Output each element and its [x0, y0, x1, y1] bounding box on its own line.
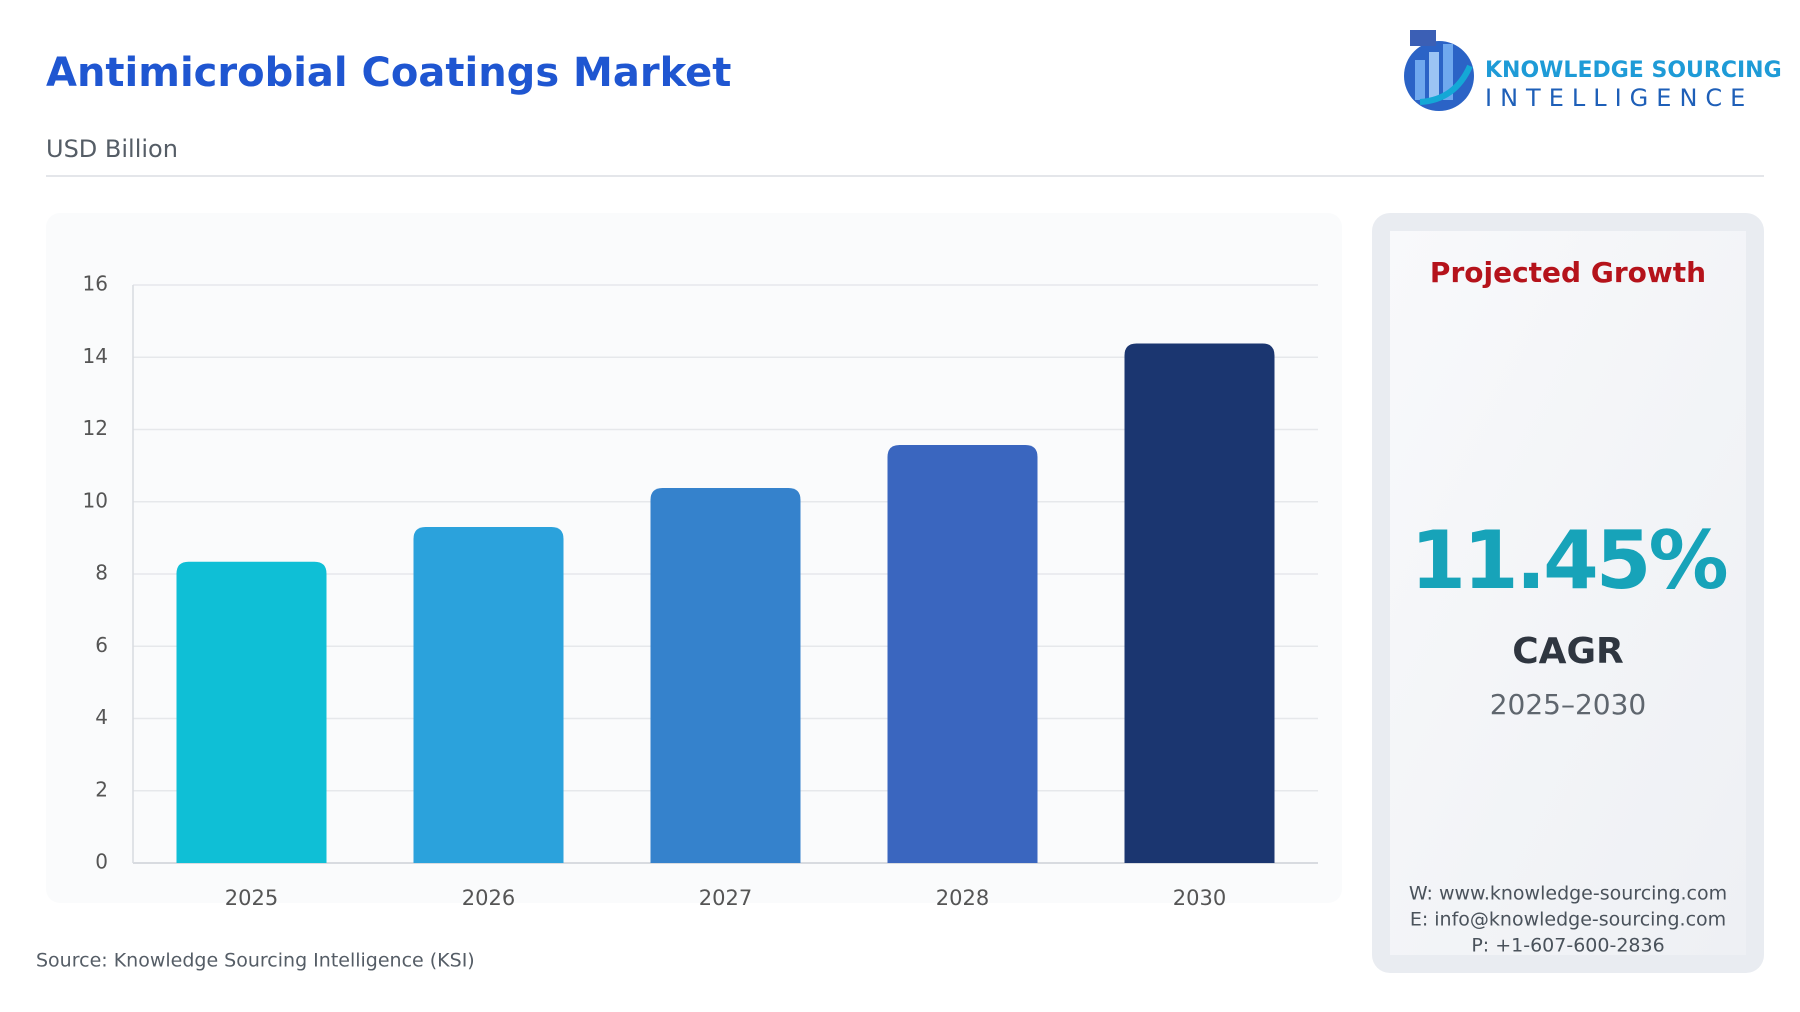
bar: [887, 445, 1038, 863]
bar: [413, 527, 564, 863]
logo-line2: INTELLIGENCE: [1485, 84, 1753, 112]
panel-heading: Projected Growth: [1430, 256, 1706, 289]
x-tick-label: 2028: [936, 886, 989, 910]
cagr-value: 11.45%: [1410, 514, 1726, 607]
bar: [650, 488, 801, 863]
y-tick-label: 8: [95, 561, 108, 585]
y-tick-label: 0: [95, 850, 108, 874]
logo-icon: [1404, 30, 1474, 111]
x-tick-label: 2025: [225, 886, 278, 910]
x-tick-label: 2030: [1173, 886, 1226, 910]
bar: [176, 561, 327, 863]
y-tick-label: 16: [83, 272, 108, 296]
cagr-label: CAGR: [1512, 631, 1624, 672]
source: Source: Knowledge Sourcing Intelligence …: [36, 950, 475, 972]
contact: W: www.knowledge-sourcing.com: [1409, 883, 1727, 905]
y-tick-label: 4: [95, 705, 108, 729]
cagr-period: 2025–2030: [1490, 688, 1647, 721]
growth-panel-inner: [1390, 231, 1746, 955]
y-tick-label: 14: [83, 344, 108, 368]
x-tick-label: 2027: [699, 886, 752, 910]
y-tick-label: 12: [83, 416, 108, 440]
x-tick-label: 2026: [462, 886, 515, 910]
contact: P: +1-607-600-2836: [1471, 935, 1664, 957]
chart-title: Antimicrobial Coatings Market: [46, 50, 731, 96]
y-tick-label: 2: [95, 777, 108, 801]
y-tick-label: 10: [83, 488, 108, 512]
bar: [1124, 343, 1275, 864]
chart-subtitle: USD Billion: [46, 135, 178, 163]
y-tick-label: 6: [95, 633, 108, 657]
logo-line1: KNOWLEDGE SOURCING: [1485, 58, 1782, 83]
contact: E: info@knowledge-sourcing.com: [1410, 909, 1726, 931]
